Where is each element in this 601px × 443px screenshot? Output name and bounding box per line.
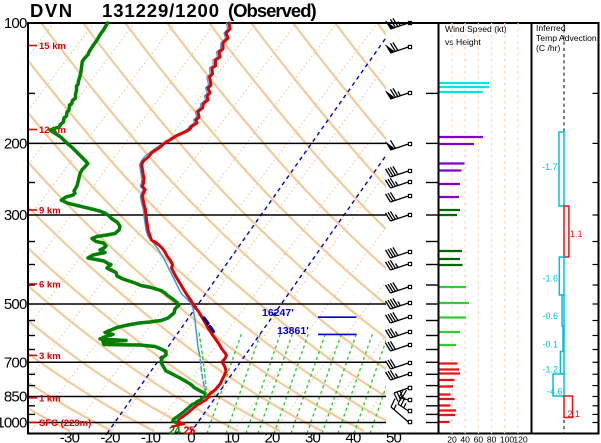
- svg-text:1000: 1000: [0, 415, 27, 432]
- svg-text:50: 50: [386, 430, 402, 443]
- svg-text:-10: -10: [141, 430, 161, 443]
- svg-text:16247': 16247': [262, 307, 294, 319]
- svg-text:20: 20: [264, 430, 280, 443]
- svg-text:300: 300: [4, 207, 27, 224]
- svg-text:-30: -30: [60, 430, 80, 443]
- svg-text:700: 700: [4, 354, 27, 371]
- svg-text:3 km: 3 km: [39, 351, 61, 362]
- svg-text:-0.6: -0.6: [542, 311, 558, 321]
- svg-text:-1.6: -1.6: [542, 274, 558, 284]
- svg-text:Temp Advection: Temp Advection: [536, 33, 597, 43]
- svg-text:24: 24: [169, 425, 182, 437]
- svg-text:Wind Speed (kt): Wind Speed (kt): [445, 24, 507, 34]
- svg-text:15 km: 15 km: [39, 41, 66, 52]
- svg-text:6 km: 6 km: [39, 280, 61, 291]
- svg-text:60: 60: [474, 435, 484, 443]
- svg-text:vs Height: vs Height: [445, 37, 481, 47]
- svg-text:-4.6: -4.6: [547, 387, 563, 397]
- svg-text:0: 0: [187, 430, 195, 443]
- svg-text:200: 200: [4, 135, 27, 152]
- svg-text:850: 850: [4, 389, 27, 406]
- svg-text:1.1: 1.1: [570, 229, 583, 239]
- svg-text:Inferred: Inferred: [536, 23, 566, 33]
- svg-text:10: 10: [224, 430, 240, 443]
- svg-text:1 km: 1 km: [39, 393, 61, 404]
- svg-text:30: 30: [305, 430, 321, 443]
- svg-text:40: 40: [460, 435, 470, 443]
- svg-text:500: 500: [4, 296, 27, 313]
- svg-text:-1.7: -1.7: [542, 162, 558, 172]
- svg-text:20: 20: [447, 435, 457, 443]
- svg-text:131229/1200: 131229/1200: [102, 0, 220, 21]
- svg-text:80: 80: [487, 435, 497, 443]
- svg-text:40: 40: [345, 430, 361, 443]
- svg-text:-20: -20: [100, 430, 120, 443]
- svg-text:100: 100: [4, 15, 27, 32]
- svg-text:(C /hr): (C /hr): [536, 43, 560, 53]
- svg-text:120: 120: [513, 435, 528, 443]
- svg-text:SFC (229m): SFC (229m): [39, 418, 91, 429]
- svg-text:9 km: 9 km: [39, 206, 61, 217]
- svg-text:2.1: 2.1: [568, 409, 581, 419]
- svg-text:(Observed): (Observed): [228, 0, 317, 21]
- svg-text:DVN: DVN: [30, 0, 74, 21]
- svg-text:-0.1: -0.1: [542, 340, 558, 350]
- svg-text:13861': 13861': [277, 325, 309, 337]
- svg-text:25: 25: [183, 425, 195, 437]
- svg-text:100: 100: [500, 435, 515, 443]
- svg-text:-1.2: -1.2: [542, 365, 558, 375]
